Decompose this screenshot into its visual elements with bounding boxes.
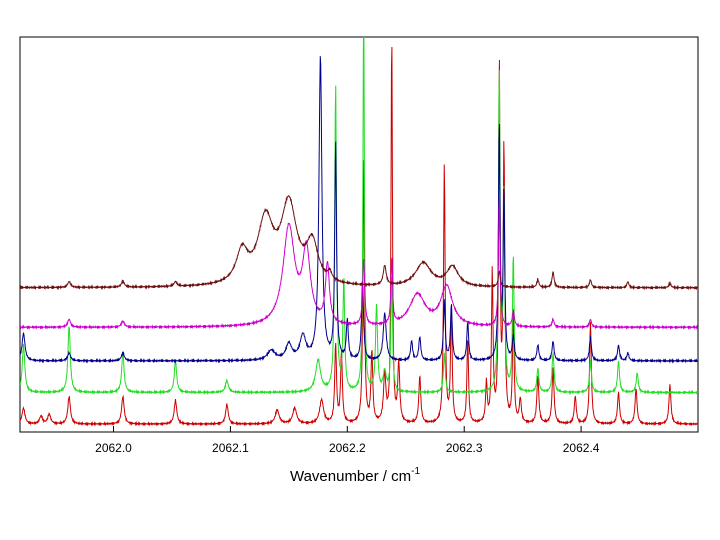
x-axis-title-superscript: -1 bbox=[411, 466, 420, 477]
spectrum-series-2 bbox=[20, 37, 698, 396]
x-tick-label: 2062.4 bbox=[563, 441, 600, 455]
spectrum-series-4 bbox=[20, 198, 698, 331]
x-tick-label: 2062.1 bbox=[212, 441, 249, 455]
x-axis-title-text: Wavenumber / cm bbox=[290, 468, 411, 485]
x-tick-label: 2062.3 bbox=[446, 441, 483, 455]
spectrum-series-1 bbox=[20, 47, 698, 427]
plot-frame bbox=[19, 36, 699, 433]
x-axis: 2062.0 2062.1 2062.2 2062.3 2062.4 bbox=[95, 426, 600, 455]
x-tick-label: 2062.2 bbox=[329, 441, 366, 455]
spectrum-series-5 bbox=[20, 195, 698, 291]
x-axis-title: Wavenumber / cm-1 bbox=[290, 466, 420, 485]
x-tick-label: 2062.0 bbox=[95, 441, 132, 455]
spectrum-series-3 bbox=[20, 56, 698, 364]
series-layer bbox=[20, 37, 698, 427]
